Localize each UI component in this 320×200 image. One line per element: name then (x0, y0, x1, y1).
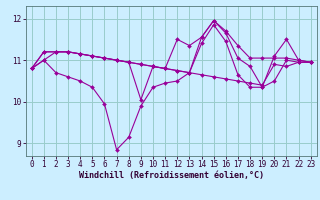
X-axis label: Windchill (Refroidissement éolien,°C): Windchill (Refroidissement éolien,°C) (79, 171, 264, 180)
